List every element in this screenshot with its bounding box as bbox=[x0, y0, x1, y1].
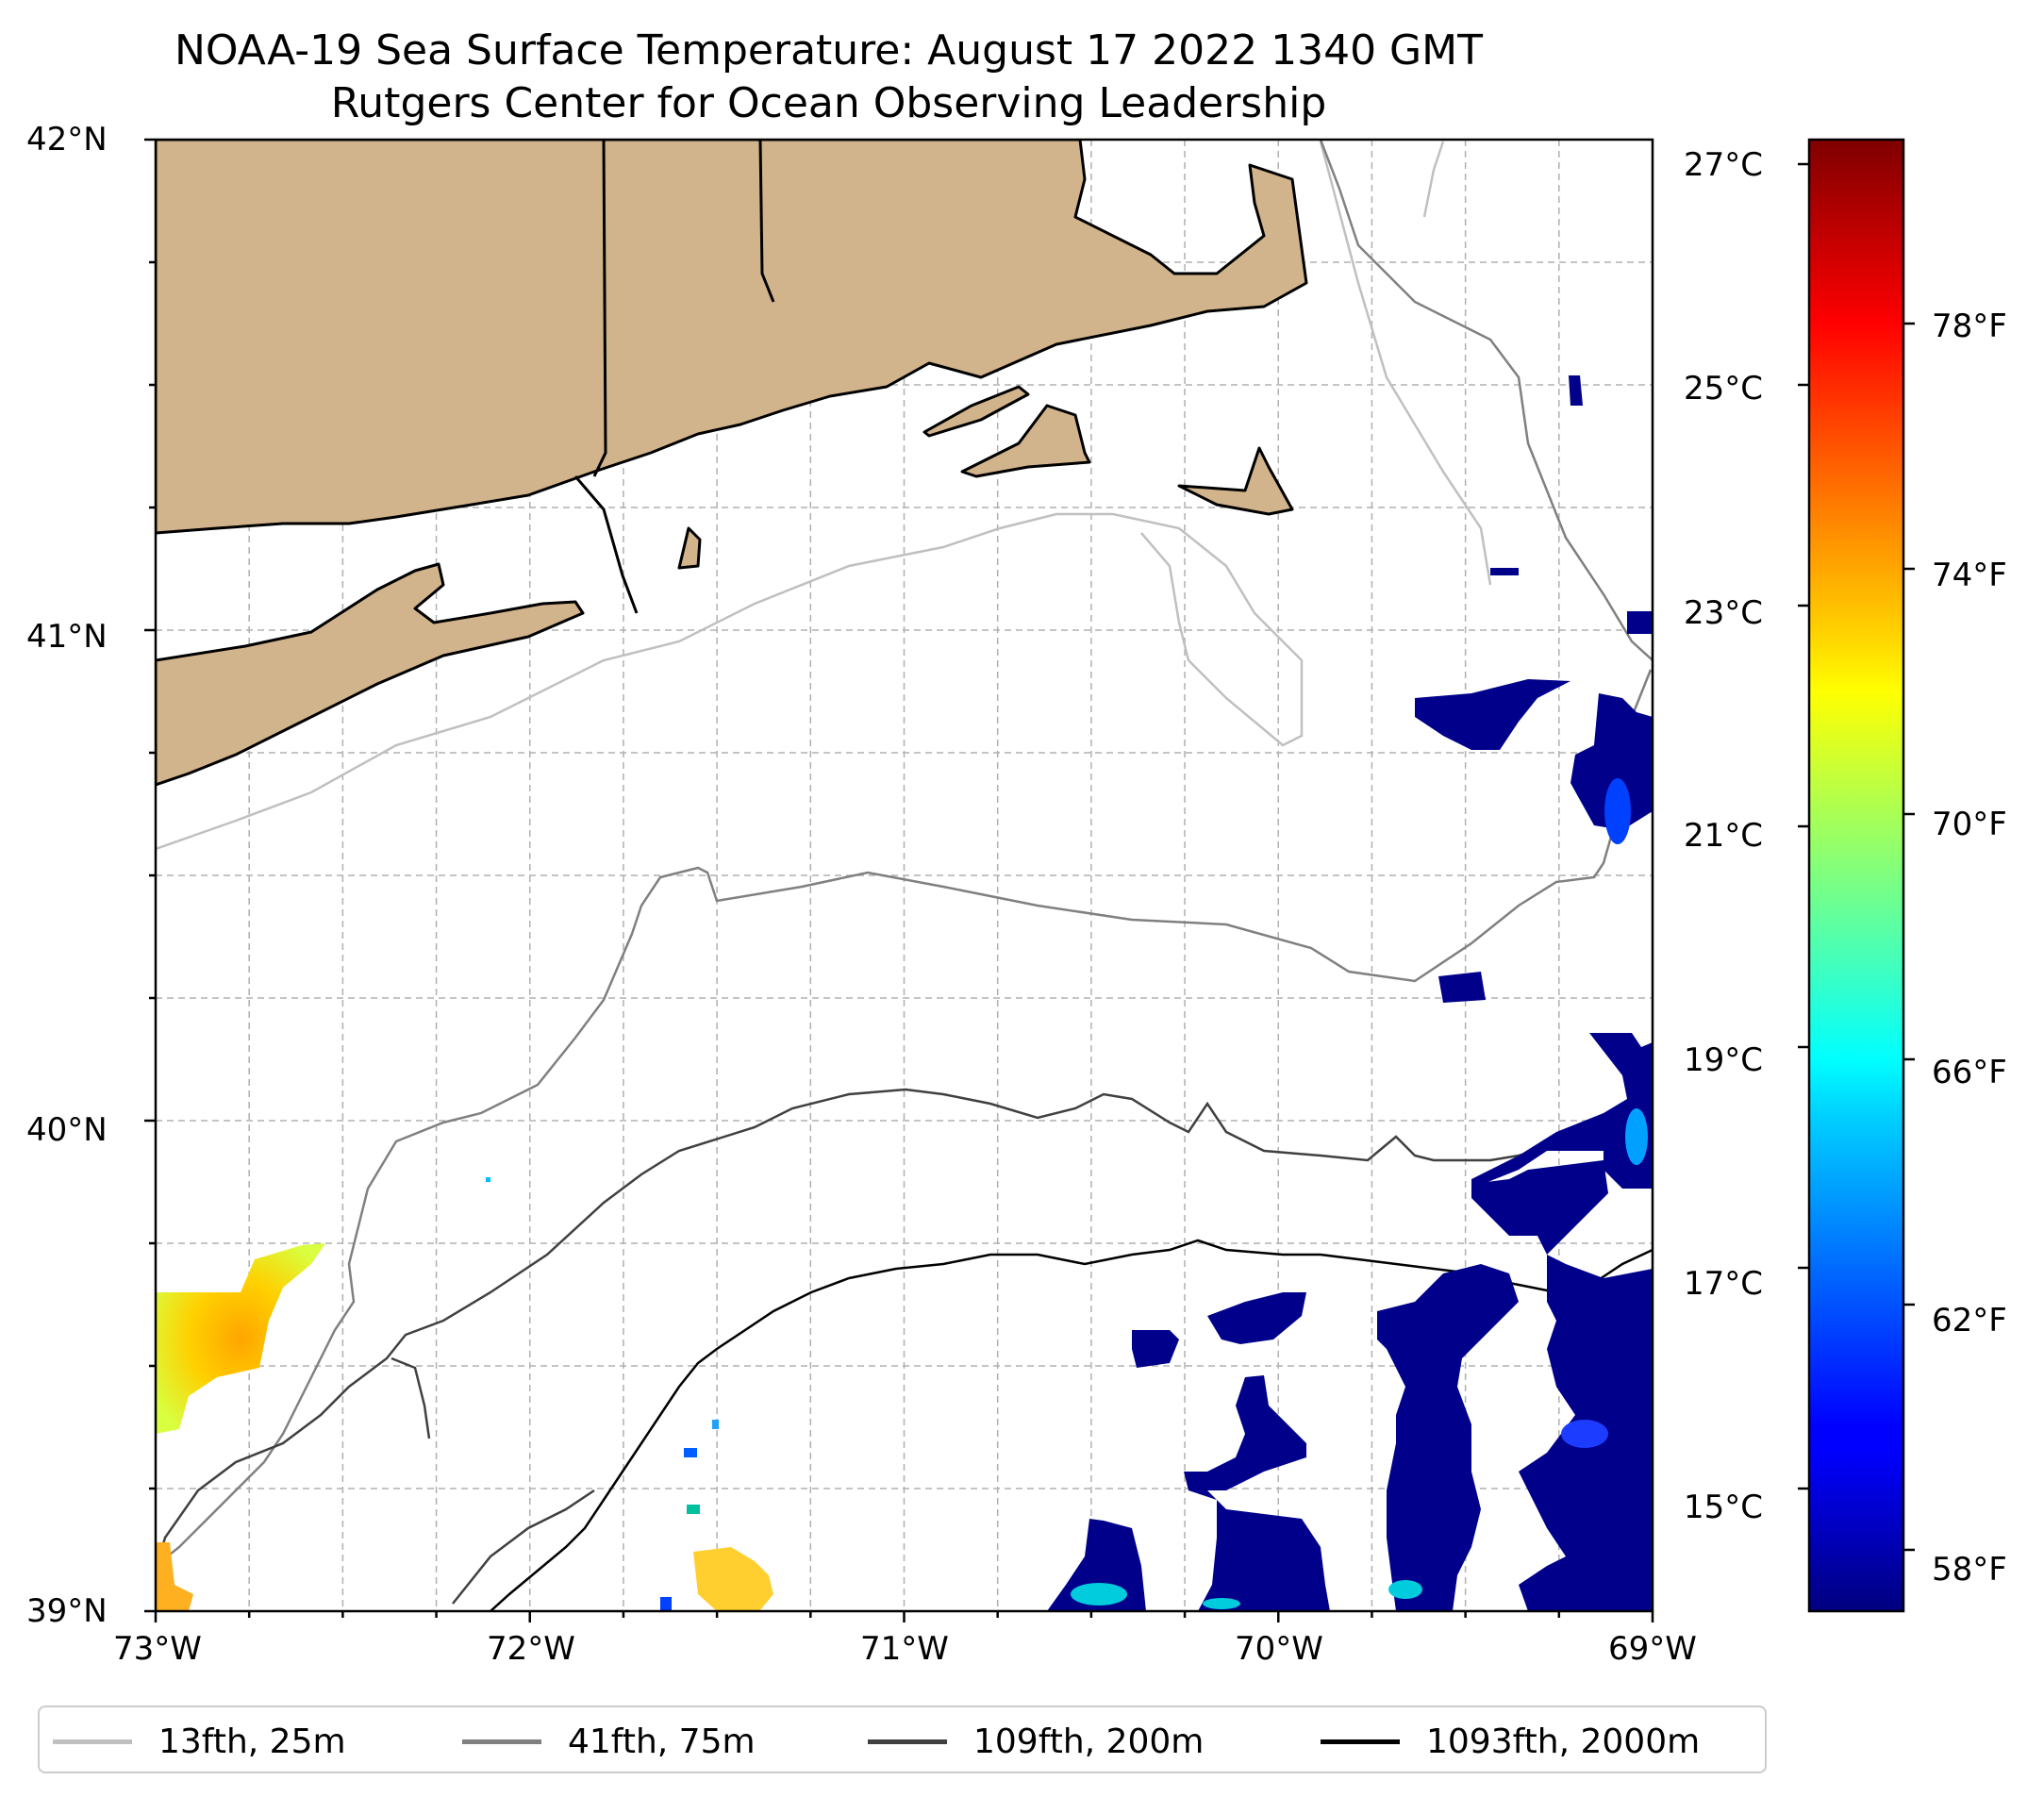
land-nantucket bbox=[1177, 446, 1294, 516]
legend-label: 13fth, 25m bbox=[158, 1722, 346, 1761]
celsius-tick-label: 21°C bbox=[1684, 817, 1764, 855]
sst-patch-warm-sw bbox=[156, 1542, 193, 1611]
celsius-tick-label: 25°C bbox=[1684, 370, 1764, 408]
gridlines bbox=[156, 140, 1653, 1611]
legend-item: 13fth, 25m bbox=[53, 1707, 346, 1775]
x-tick-label: 71°W bbox=[860, 1630, 949, 1668]
x-tick-label: 69°W bbox=[1608, 1630, 1697, 1668]
y-tick-label: 42°N bbox=[26, 121, 108, 158]
legend-item: 1093fth, 2000m bbox=[1321, 1707, 1700, 1775]
fahrenheit-tick-label: 70°F bbox=[1932, 806, 2007, 843]
figure-title: NOAA-19 Sea Surface Temperature: August … bbox=[174, 26, 1483, 75]
fahrenheit-tick-label: 62°F bbox=[1932, 1302, 2007, 1339]
y-tick-label: 40°N bbox=[26, 1111, 108, 1149]
contour-25m bbox=[156, 141, 1492, 851]
land-elizabeth-islands bbox=[922, 385, 1030, 438]
legend-item: 109fth, 200m bbox=[868, 1707, 1204, 1775]
contour-2000m bbox=[490, 1239, 1653, 1611]
x-tick-label: 73°W bbox=[113, 1630, 202, 1668]
figure-subtitle: Rutgers Center for Ocean Observing Leade… bbox=[330, 79, 1327, 127]
land-marthas-vineyard bbox=[960, 404, 1091, 478]
fahrenheit-tick-label: 58°F bbox=[1932, 1551, 2007, 1589]
celsius-tick-label: 19°C bbox=[1684, 1041, 1764, 1079]
y-tick-label: 39°N bbox=[26, 1592, 108, 1630]
sst-speck-2 bbox=[684, 1448, 697, 1457]
state-borders bbox=[573, 140, 775, 614]
sst-speck-1 bbox=[486, 1177, 490, 1182]
fahrenheit-tick-label: 66°F bbox=[1932, 1054, 2007, 1091]
legend-label: 41fth, 75m bbox=[568, 1722, 756, 1761]
land-new-england bbox=[156, 140, 1308, 535]
axis-ticks bbox=[144, 138, 1654, 1622]
legend-swatch bbox=[868, 1739, 947, 1744]
fahrenheit-tick-label: 74°F bbox=[1932, 557, 2007, 594]
colorbar-ticks bbox=[1798, 162, 1915, 1552]
celsius-tick-label: 23°C bbox=[1684, 594, 1764, 632]
contour-200m bbox=[156, 1074, 1653, 1605]
land-areas bbox=[156, 140, 1308, 787]
sst-speck-4 bbox=[712, 1420, 719, 1429]
land-long-island bbox=[156, 562, 585, 787]
colorbar bbox=[1807, 138, 1905, 1613]
sst-speck-5 bbox=[660, 1597, 672, 1611]
fahrenheit-tick-label: 78°F bbox=[1932, 308, 2007, 345]
depth-contours bbox=[156, 140, 1653, 1611]
x-tick-label: 72°W bbox=[487, 1630, 575, 1668]
sst-patch-warm-south bbox=[693, 1547, 773, 1611]
celsius-tick-label: 15°C bbox=[1684, 1489, 1764, 1526]
sst-data-patches bbox=[156, 1177, 773, 1611]
sst-cool-highlights bbox=[1071, 778, 1648, 1609]
depth-legend: 13fth, 25m 41fth, 75m 109fth, 200m 1093f… bbox=[38, 1705, 1767, 1773]
sst-patch-warm-west bbox=[156, 1243, 325, 1434]
legend-swatch bbox=[1321, 1739, 1400, 1744]
legend-item: 41fth, 75m bbox=[462, 1707, 756, 1775]
legend-swatch bbox=[462, 1739, 541, 1744]
celsius-tick-label: 17°C bbox=[1684, 1265, 1764, 1303]
legend-label: 1093fth, 2000m bbox=[1426, 1722, 1701, 1761]
legend-label: 109fth, 200m bbox=[973, 1722, 1205, 1761]
sst-speck-3 bbox=[687, 1505, 700, 1514]
land-block-island bbox=[677, 526, 702, 570]
y-tick-label: 41°N bbox=[26, 618, 108, 656]
celsius-tick-label: 27°C bbox=[1684, 146, 1764, 184]
x-tick-label: 70°W bbox=[1235, 1630, 1323, 1668]
contour-75m bbox=[156, 140, 1653, 1567]
legend-swatch bbox=[53, 1739, 132, 1744]
